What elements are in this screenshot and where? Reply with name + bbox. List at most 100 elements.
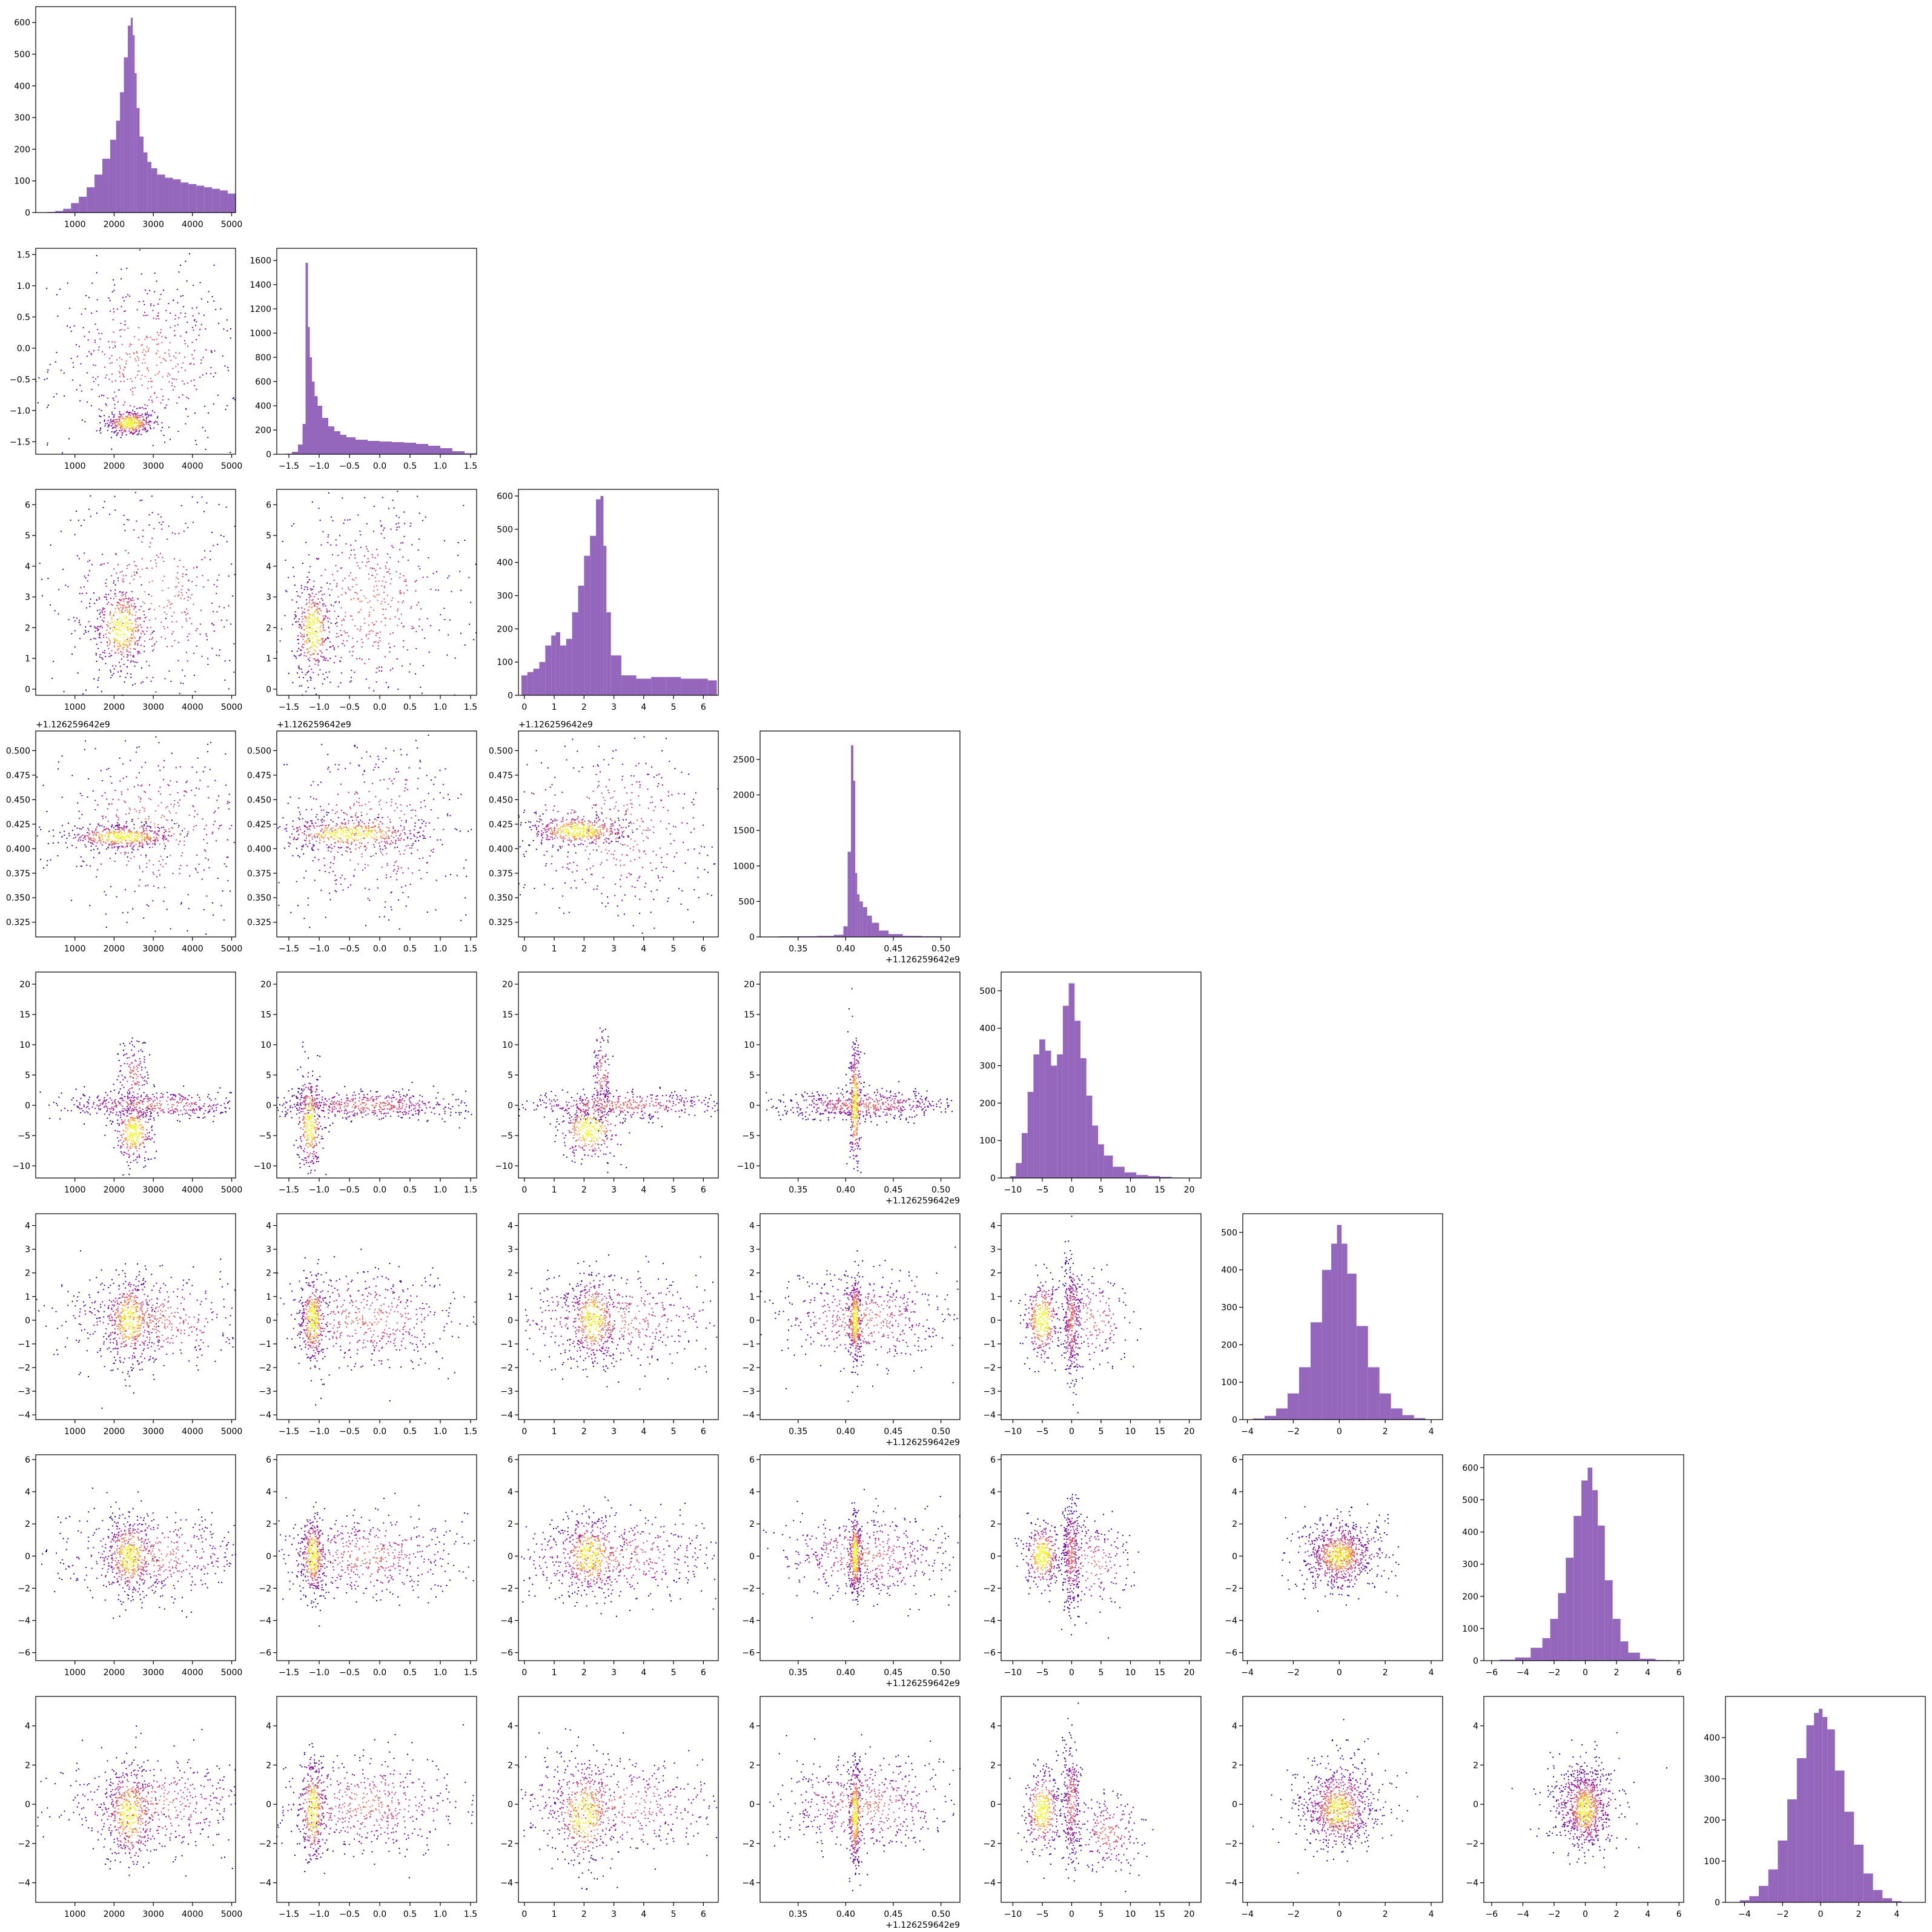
scatter-point [177,431,179,432]
scatter-point [220,535,222,536]
y-tick-label: 400 [1704,1733,1720,1743]
scatter-point [148,381,149,382]
scatter-point [82,593,83,594]
histogram-bar [1822,1717,1827,1902]
scatter-point [80,624,81,626]
scatter-point [133,529,134,531]
scatter-point [142,681,144,683]
scatter-point [140,408,141,409]
scatter-point [130,405,131,406]
scatter-point [108,379,110,380]
histogram-bar [428,446,440,454]
scatter-point [213,624,214,626]
histogram-bar [151,168,157,213]
scatter-point [156,280,157,282]
scatter-point [137,375,138,376]
scatter-point [99,634,101,635]
scatter-point [136,352,137,354]
scatter-point [105,594,107,595]
x-tick-label: 0.50 [931,944,950,954]
scatter-point [151,646,153,647]
scatter-point [101,564,102,565]
scatter-point [70,520,71,521]
scatter-point [117,672,119,673]
scatter-point [232,595,233,597]
scatter-point [98,680,99,681]
scatter-point [193,329,194,331]
histogram-bar [180,182,188,213]
scatter-point [104,652,105,653]
scatter-point [114,346,116,348]
scatter-point [145,413,146,414]
histogram-bar [1092,1125,1098,1178]
scatter-point [134,413,135,414]
scatter-point [95,638,96,639]
histogram-bar [1566,1558,1573,1661]
scatter-point [121,437,122,438]
scatter-point [102,609,104,610]
scatter-point [207,664,208,665]
scatter-point [181,367,182,368]
scatter-point [102,627,103,628]
scatter-point [161,524,162,525]
scatter-point [231,563,232,564]
scatter-point [191,380,192,382]
y-tick-label: 1600 [250,256,271,266]
scatter-point [94,626,95,627]
scatter-point [170,313,171,314]
histogram-bar [79,197,87,213]
x-tick-label: 5 [671,703,677,712]
scatter-point [139,422,141,423]
scatter-point [110,672,111,673]
scatter-point [88,331,90,332]
scatter-point [188,590,190,591]
scatter-point [76,511,77,512]
histogram-bar [173,179,180,213]
scatter-point [93,592,94,594]
histogram-bar [380,442,392,454]
scatter-point [90,495,91,497]
y-tick-label: −1.0 [10,406,30,416]
scatter-point [194,320,195,321]
scatter-point [133,426,134,427]
scatter-point [205,328,206,329]
scatter-point [137,356,138,357]
scatter-point [185,408,187,409]
scatter-point [111,655,112,656]
scatter-point [130,423,131,425]
scatter-point [151,495,153,497]
scatter-point [113,673,114,674]
scatter-point [160,294,162,295]
scatter-point [137,412,138,414]
scatter-point [198,313,199,314]
scatter-point [194,675,195,676]
scatter-point [91,389,93,390]
scatter-point [100,612,101,614]
scatter-point [142,385,143,386]
scatter-point [76,344,77,345]
scatter-point [196,630,197,631]
scatter-point [137,651,138,652]
scatter-point [130,677,131,678]
x-tick-label: 0.0 [373,461,386,471]
scatter-point [160,517,162,518]
scatter-point [146,661,147,662]
x-tick-label: 0.5 [403,461,417,471]
scatter-point [184,357,185,358]
scatter-point [61,369,62,371]
scatter-point [188,580,189,581]
scatter-point [132,391,133,392]
scatter-point [156,641,157,642]
x-tick-label: 4 [1429,1427,1434,1437]
histogram-bar [1098,1144,1104,1178]
scatter-point [101,626,102,627]
scatter-point [61,531,62,532]
scatter-point [154,412,155,413]
y-tick-label: 200 [1462,1592,1478,1602]
scatter-point [185,343,186,344]
scatter-point [93,381,94,382]
scatter-point [119,371,120,372]
scatter-point [148,665,150,666]
histogram-bar [651,677,666,695]
